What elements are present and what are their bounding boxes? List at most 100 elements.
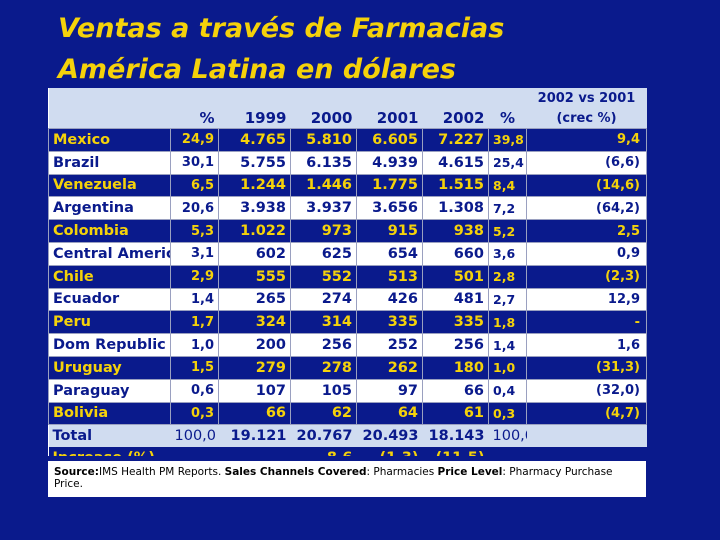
pct-2002-cell: 39,8 xyxy=(488,128,527,152)
table-row: Ecuador 1,4 265 274 426 481 2,7 12,9 xyxy=(48,287,647,312)
value-2000-cell: 552 xyxy=(290,264,357,289)
value-2001-cell: 1.775 xyxy=(356,173,423,198)
growth-cell: (4,7) xyxy=(526,401,647,426)
pct-2002-cell: 3,6 xyxy=(488,241,527,266)
value-2000-cell: 625 xyxy=(290,241,357,266)
total-pct-2002: 100,0 xyxy=(488,424,527,448)
country-cell: Paraguay xyxy=(48,378,171,403)
growth-cell: (31,3) xyxy=(526,355,647,380)
pct-2002-cell: 5,2 xyxy=(488,219,527,243)
pct-1999-cell: 30,1 xyxy=(170,150,219,175)
pct-1999-cell: 1,7 xyxy=(170,310,219,335)
value-1999-cell: 107 xyxy=(218,378,291,403)
header-2000: 2000 xyxy=(290,108,357,129)
pct-1999-cell: 1,4 xyxy=(170,287,219,312)
value-2000-cell: 62 xyxy=(290,401,357,426)
country-cell: Peru xyxy=(48,310,171,335)
value-1999-cell: 200 xyxy=(218,333,291,357)
value-2002-cell: 7.227 xyxy=(422,128,489,152)
value-2001-cell: 915 xyxy=(356,219,423,243)
value-2002-cell: 660 xyxy=(422,241,489,266)
sales-table: 2002 vs 2001 % 1999 2000 2001 2002 % (cr… xyxy=(48,88,647,470)
table-row: Peru 1,7 324 314 335 335 1,8- xyxy=(48,310,647,335)
value-2001-cell: 262 xyxy=(356,355,423,380)
value-1999-cell: 1.244 xyxy=(218,173,291,198)
growth-cell: 12,9 xyxy=(526,287,647,312)
table-row: Dom Republic 1,0 200 256 252 256 1,4 1,6 xyxy=(48,333,647,357)
country-cell: Bolivia xyxy=(48,401,171,426)
value-2000-cell: 278 xyxy=(290,355,357,380)
source-note: Source:IMS Health PM Reports. Sales Chan… xyxy=(48,461,646,497)
title-line-2: América Latina en dólares xyxy=(58,54,456,85)
table-row: Uruguay 1,5 279 278 262 180 1,0 (31,3) xyxy=(48,355,647,380)
value-2002-cell: 66 xyxy=(422,378,489,403)
country-cell: Brazil xyxy=(48,150,171,175)
value-2001-cell: 97 xyxy=(356,378,423,403)
pct-1999-cell: 5,3 xyxy=(170,219,219,243)
value-1999-cell: 324 xyxy=(218,310,291,335)
growth-cell: 9,4 xyxy=(526,128,647,152)
value-2001-cell: 426 xyxy=(356,287,423,312)
header-pct: % xyxy=(170,108,219,129)
country-cell: Chile xyxy=(48,264,171,289)
channels-text: : Pharmacies xyxy=(366,466,438,478)
country-cell: Dom Republic xyxy=(48,333,171,357)
total-2000: 20.767 xyxy=(290,424,357,448)
price-text: : Pharmacy Purchase Price. xyxy=(54,466,613,490)
value-2002-cell: 481 xyxy=(422,287,489,312)
header-row-1: 2002 vs 2001 xyxy=(48,88,647,108)
value-1999-cell: 602 xyxy=(218,241,291,266)
value-1999-cell: 265 xyxy=(218,287,291,312)
growth-cell: (32,0) xyxy=(526,378,647,403)
table-row: Venezuela 6,5 1.244 1.446 1.775 1.515 8,4 (14,6… xyxy=(48,173,647,198)
value-2002-cell: 1.308 xyxy=(422,196,489,221)
pct-1999-cell: 6,5 xyxy=(170,173,219,198)
value-2000-cell: 274 xyxy=(290,287,357,312)
value-1999-cell: 5.755 xyxy=(218,150,291,175)
total-2001: 20.493 xyxy=(356,424,423,448)
source-text: IMS Health PM Reports. xyxy=(98,466,225,478)
value-2000-cell: 973 xyxy=(290,219,357,243)
value-1999-cell: 555 xyxy=(218,264,291,289)
pct-2002-cell: 8,4 xyxy=(488,173,527,198)
value-2002-cell: 335 xyxy=(422,310,489,335)
value-2002-cell: 61 xyxy=(422,401,489,426)
header-pct-2002: % xyxy=(488,108,527,129)
pct-1999-cell: 1,5 xyxy=(170,355,219,380)
table-row: Chile 2,9 555 552 513 501 2,8 (2,3) xyxy=(48,264,647,289)
header-crec: (crec %) xyxy=(526,108,647,129)
header-2002: 2002 xyxy=(422,108,489,129)
growth-cell: - xyxy=(526,310,647,335)
pct-1999-cell: 20,6 xyxy=(170,196,219,221)
value-2001-cell: 3.656 xyxy=(356,196,423,221)
growth-cell: 0,9 xyxy=(526,241,647,266)
value-1999-cell: 4.765 xyxy=(218,128,291,152)
country-cell: Ecuador xyxy=(48,287,171,312)
value-1999-cell: 66 xyxy=(218,401,291,426)
total-empty xyxy=(526,424,647,448)
value-2001-cell: 4.939 xyxy=(356,150,423,175)
value-2000-cell: 314 xyxy=(290,310,357,335)
total-label: Total xyxy=(48,424,171,448)
source-label: Source: xyxy=(54,466,99,478)
growth-cell: (2,3) xyxy=(526,264,647,289)
country-cell: Uruguay xyxy=(48,355,171,380)
pct-1999-cell: 1,0 xyxy=(170,333,219,357)
pct-1999-cell: 3,1 xyxy=(170,241,219,266)
value-2002-cell: 938 xyxy=(422,219,489,243)
country-cell: Colombia xyxy=(48,219,171,243)
value-2002-cell: 256 xyxy=(422,333,489,357)
value-2000-cell: 256 xyxy=(290,333,357,357)
table-row: Brazil 30,1 5.755 6.135 4.939 4.615 25,4 (6,6) xyxy=(48,150,647,175)
pct-1999-cell: 24,9 xyxy=(170,128,219,152)
header-vs: 2002 vs 2001 xyxy=(526,88,647,108)
pct-1999-cell: 0,3 xyxy=(170,401,219,426)
growth-cell: (14,6) xyxy=(526,173,647,198)
table-row: Bolivia 0,3 66 62 64 61 0,3 (4,7) xyxy=(48,401,647,426)
country-cell: Venezuela xyxy=(48,173,171,198)
pct-2002-cell: 0,4 xyxy=(488,378,527,403)
value-1999-cell: 3.938 xyxy=(218,196,291,221)
table-row: Argentina 20,6 3.938 3.937 3.656 1.308 7,2 (64,… xyxy=(48,196,647,221)
country-cell: Argentina xyxy=(48,196,171,221)
